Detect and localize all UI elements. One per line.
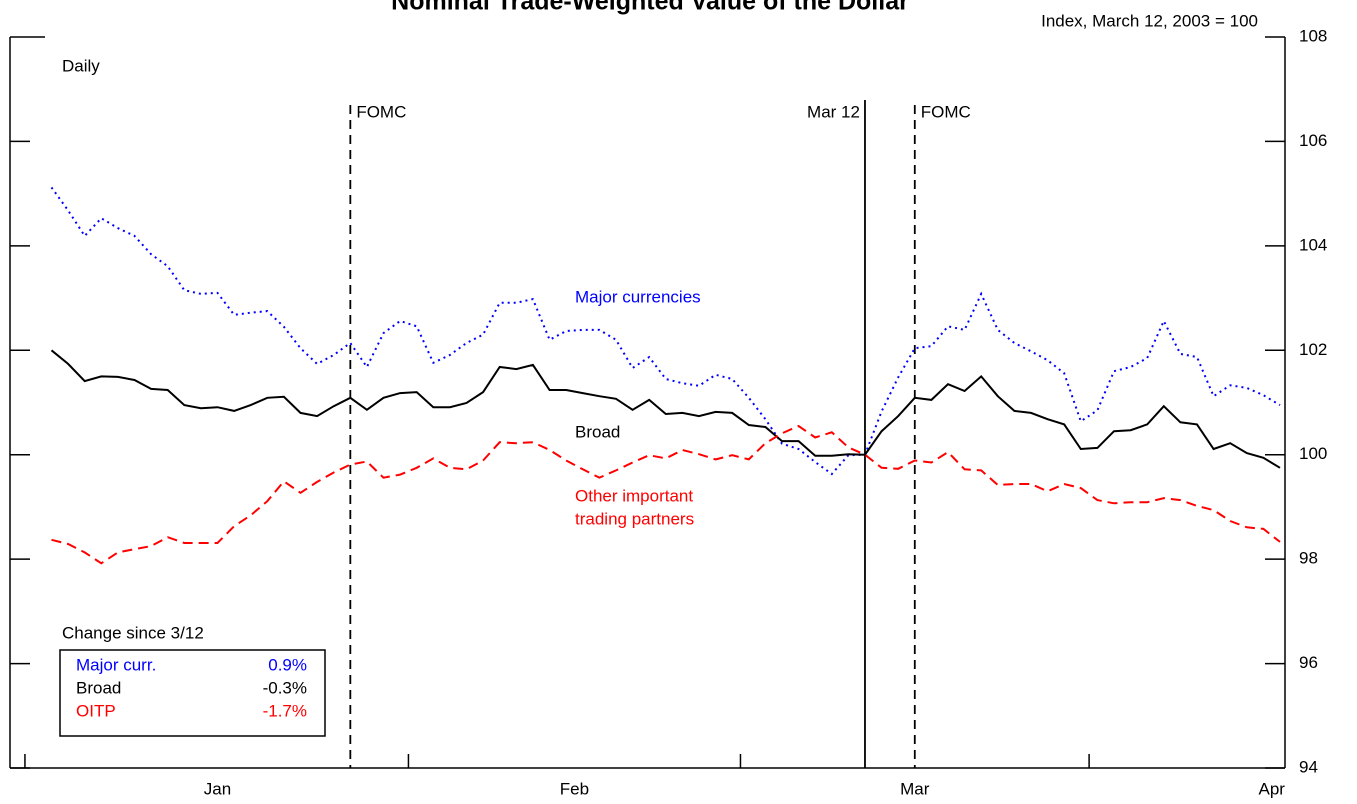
series-line xyxy=(50,186,1281,476)
y-tick-label: 100 xyxy=(1299,444,1327,463)
y-tick-label: 96 xyxy=(1299,653,1318,672)
x-tick-label: Feb xyxy=(560,779,589,798)
series-label: Other important xyxy=(575,486,693,505)
event-label: FOMC xyxy=(921,102,971,121)
summary-value: -1.7% xyxy=(263,701,307,720)
summary-box xyxy=(59,649,326,737)
event-label: FOMC xyxy=(356,102,406,121)
y-tick-label: 106 xyxy=(1299,131,1327,150)
y-tick-label: 94 xyxy=(1299,757,1318,776)
y-tick-label: 104 xyxy=(1299,235,1327,254)
series-label: Broad xyxy=(575,422,620,441)
series-line xyxy=(51,424,1281,565)
summary-name: Broad xyxy=(76,678,121,697)
y-tick-label: 108 xyxy=(1299,26,1327,45)
summary-name: OITP xyxy=(76,701,116,720)
subtitle: Daily xyxy=(62,56,100,75)
series-line xyxy=(50,349,1281,469)
event-label: Mar 12 xyxy=(807,102,860,121)
x-tick-label: Apr xyxy=(1258,779,1285,798)
summary-value: 0.9% xyxy=(268,655,307,674)
summary-title: Change since 3/12 xyxy=(62,623,204,642)
series-label: trading partners xyxy=(575,509,694,528)
x-tick-label: Jan xyxy=(204,779,231,798)
y-tick-label: 98 xyxy=(1299,549,1318,568)
x-tick-label: Mar xyxy=(900,779,930,798)
summary-name: Major curr. xyxy=(76,655,156,674)
series-label: Major currencies xyxy=(575,287,701,306)
chart-title: Nominal Trade-Weighted Value of the Doll… xyxy=(391,0,909,16)
y-tick-label: 102 xyxy=(1299,340,1327,359)
summary-value: -0.3% xyxy=(263,678,307,697)
y-axis-label: Index, March 12, 2003 = 100 xyxy=(1041,11,1258,30)
